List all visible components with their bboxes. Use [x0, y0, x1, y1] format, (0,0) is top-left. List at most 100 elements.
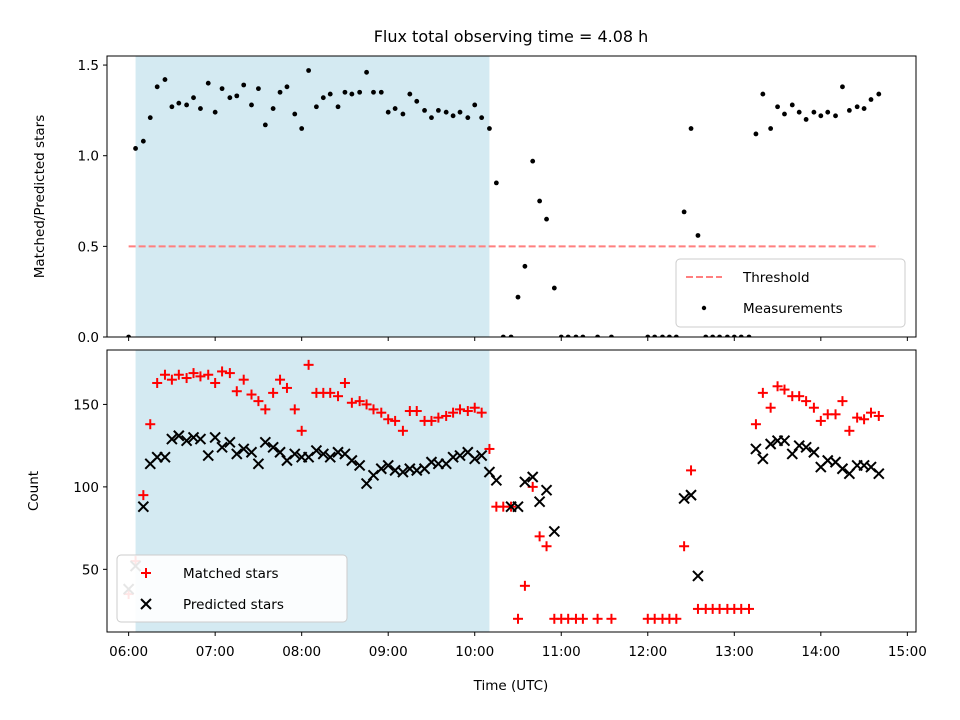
measurements-point	[262, 122, 268, 128]
measurements-point	[522, 263, 528, 269]
x-tick-label: 13:00	[715, 644, 754, 660]
measurements-point	[681, 209, 687, 215]
measurements-point	[249, 102, 254, 108]
predicted-stars-point	[166, 433, 178, 445]
measurements-point	[609, 334, 614, 337]
matched-stars-point	[246, 389, 257, 400]
matched-stars-point	[815, 415, 826, 426]
panel-ratio-legend: Threshold Measurements	[675, 258, 906, 328]
matched-stars-point	[519, 580, 530, 591]
matched-stars-point	[166, 374, 177, 385]
predicted-stars-point	[310, 444, 323, 457]
matched-stars-point	[203, 369, 214, 380]
predicted-stars-point	[858, 459, 870, 472]
matched-stars-point	[159, 369, 170, 380]
measurements-point	[270, 106, 276, 111]
matched-stars-point	[448, 407, 459, 418]
measurements-point	[493, 180, 499, 186]
matched-stars-point	[238, 374, 249, 385]
matched-stars-point	[757, 387, 768, 398]
legend-matched-label: Matched stars	[183, 566, 279, 582]
matched-stars-point	[346, 397, 357, 408]
predicted-stars-point	[692, 570, 704, 582]
measurements-point	[861, 106, 867, 111]
matched-stars-point	[679, 541, 690, 552]
matched-stars-point	[476, 407, 487, 418]
measurements-point	[299, 126, 305, 131]
matched-stars-point	[433, 412, 444, 423]
predicted-stars-point	[800, 441, 812, 454]
observing-interval-shade	[135, 56, 490, 337]
measurements-point	[782, 111, 787, 117]
measurements-point	[811, 109, 817, 115]
measurements-point	[479, 115, 485, 121]
panel-ratio-frame	[106, 55, 917, 338]
matched-stars-point	[808, 402, 819, 413]
y-tick-label: 50	[82, 562, 99, 578]
matched-stars-point	[361, 399, 372, 410]
predicted-stars-point	[252, 458, 265, 470]
legend-measurements-swatch	[701, 305, 707, 311]
measurements-point	[385, 109, 391, 115]
measurements-point	[162, 77, 168, 82]
legend-matched-swatch	[141, 568, 151, 578]
measurements-point	[695, 233, 701, 238]
measurements-point	[768, 126, 774, 131]
matched-stars-point	[873, 410, 884, 421]
panel-ratio: 0.0 0.5 1.0 1.5 Matched/Predicted stars Thr…	[32, 55, 917, 346]
x-tick-label: 10:00	[455, 644, 494, 660]
x-tick-label: 11:00	[542, 644, 581, 660]
measurements-point	[731, 334, 737, 337]
predicted-stars-point	[137, 500, 150, 513]
measurements-point	[320, 95, 326, 101]
measurements-point	[717, 334, 722, 337]
measurements-point	[465, 115, 471, 121]
measurements-point	[349, 91, 355, 97]
panel-counts-legend: Matched stars Predicted stars	[116, 554, 348, 623]
measurements-point	[818, 113, 824, 119]
measurements-point	[472, 102, 478, 108]
measurements-point	[205, 80, 211, 86]
predicted-stars-point	[685, 489, 697, 501]
predicted-stars-point	[245, 446, 258, 458]
x-tick-label: 14:00	[801, 644, 840, 660]
measurements-point	[133, 146, 138, 151]
measurements-point	[198, 106, 203, 111]
measurements-point	[371, 89, 376, 95]
measurements-point	[551, 285, 557, 291]
matched-stars-point	[844, 425, 855, 436]
panel-counts-frame	[106, 349, 917, 633]
measurements-point	[147, 115, 153, 121]
predicted-stars-point	[793, 439, 805, 452]
matched-stars-point	[303, 359, 314, 370]
matched-stars-point	[268, 387, 279, 398]
matched-stars-point	[376, 407, 387, 418]
matched-stars-point	[577, 613, 588, 624]
measurements-point	[580, 334, 586, 337]
legend-threshold-label: Threshold	[742, 270, 810, 286]
predicted-stars-point	[469, 453, 481, 465]
measurements-point	[364, 69, 369, 75]
matched-stars-point	[152, 377, 163, 388]
measurements-point	[760, 91, 766, 97]
y-tick-label: 0.5	[78, 239, 99, 255]
measurements-point	[284, 84, 290, 90]
measurements-point	[219, 86, 225, 92]
predicted-stars-point	[324, 451, 336, 463]
matched-stars-point	[750, 419, 761, 430]
predicted-stars-point	[353, 459, 366, 472]
y-tick-label: 0.0	[78, 330, 99, 346]
measurements-point	[803, 117, 809, 122]
matched-stars-point	[217, 366, 228, 377]
predicted-stars-point	[224, 436, 236, 449]
predicted-stars-point	[778, 434, 791, 447]
panel-counts: 50 100 150 06:00 07:00 08:00 09:00 10:00 11:00 1…	[26, 349, 927, 660]
matched-stars-point	[426, 415, 437, 426]
predicted-stars-point	[382, 459, 394, 472]
matched-stars-point	[441, 410, 452, 421]
measurements-point	[660, 334, 665, 337]
x-axis-label: Time (UTC)	[473, 678, 549, 694]
predicted-stars-point	[750, 443, 762, 455]
matched-stars-point	[188, 368, 199, 379]
